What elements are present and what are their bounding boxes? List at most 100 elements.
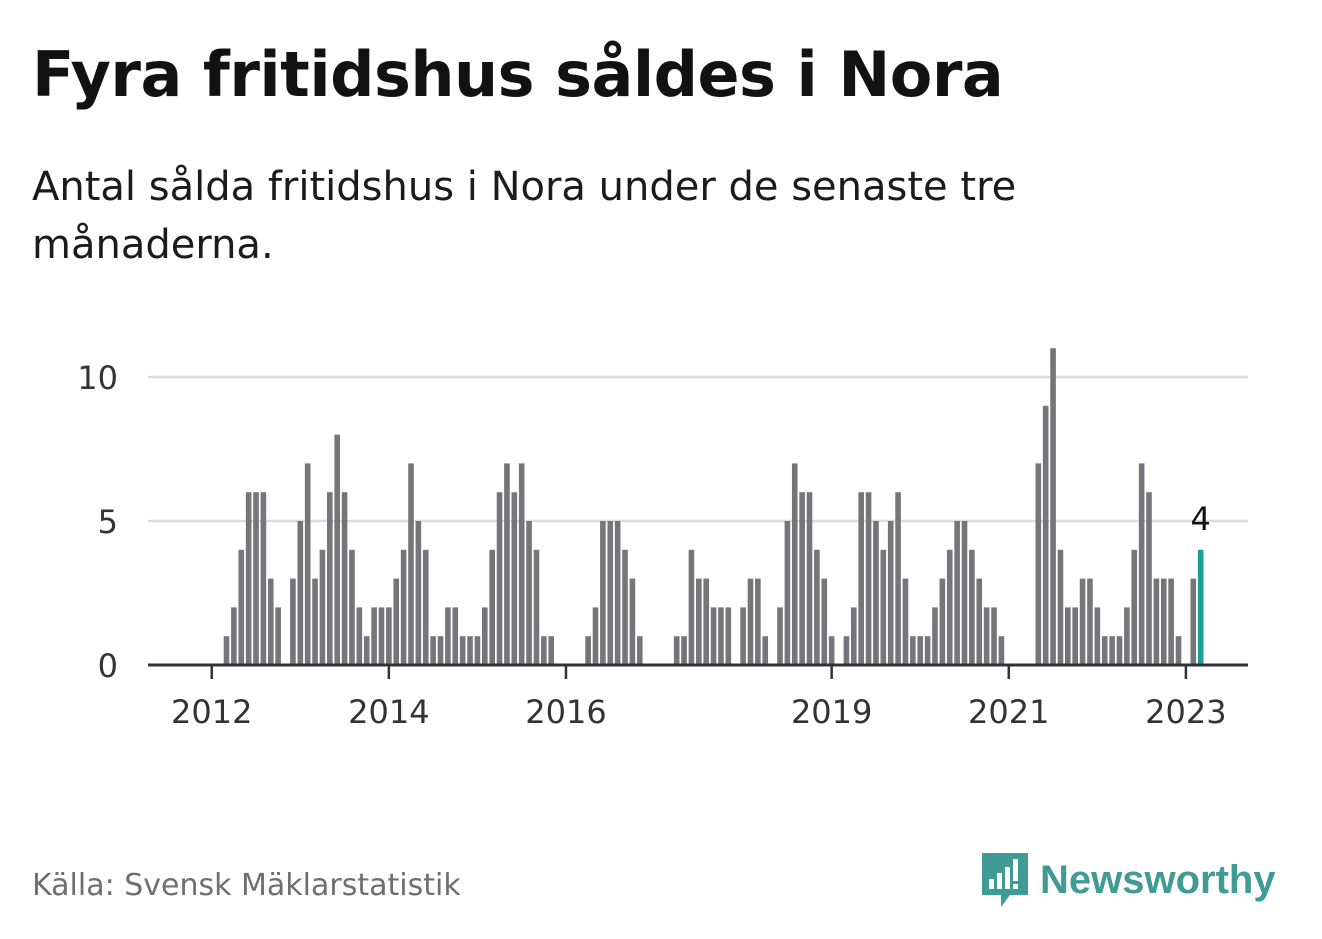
newsworthy-logo-icon [982, 853, 1028, 907]
bar [1094, 607, 1101, 665]
bar [961, 521, 968, 665]
bar [1131, 549, 1138, 665]
bar [755, 578, 761, 665]
bar [636, 636, 643, 665]
bar [718, 607, 724, 665]
bar [1050, 348, 1056, 665]
bar [976, 578, 983, 665]
bar [592, 607, 599, 665]
bar [696, 578, 702, 665]
bar [851, 607, 857, 665]
bar [363, 636, 370, 665]
bar [1190, 578, 1197, 665]
bar [422, 549, 429, 665]
bar [408, 463, 414, 665]
bar [541, 636, 547, 665]
bar [1065, 607, 1071, 665]
bar [304, 463, 311, 665]
bar [910, 636, 916, 665]
bar [393, 578, 400, 665]
chart-subtitle: Antal sålda fritidshus i Nora under de s… [32, 164, 1017, 268]
bar [327, 492, 333, 665]
bar [873, 521, 879, 665]
bar [821, 578, 828, 665]
bar [445, 607, 451, 665]
bar [349, 549, 355, 665]
bar [725, 607, 732, 665]
bar [880, 549, 887, 665]
bar [1168, 578, 1174, 665]
bar [386, 607, 392, 665]
bar [902, 578, 909, 665]
bar [297, 521, 304, 665]
x-tick-label: 2019 [791, 693, 872, 731]
bar [828, 636, 835, 665]
bar [983, 607, 990, 665]
bar [533, 549, 540, 665]
bar-highlight [1197, 549, 1204, 665]
x-tick-label: 2012 [171, 693, 252, 731]
bar [777, 607, 783, 665]
bar [1057, 549, 1064, 665]
bar [1160, 578, 1167, 665]
bar [791, 463, 798, 665]
y-tick-label: 0 [98, 647, 118, 685]
bar [1138, 463, 1145, 665]
bar [895, 492, 901, 665]
bar [378, 607, 385, 665]
bar [334, 434, 340, 665]
bar [887, 521, 894, 665]
x-tick-label: 2014 [348, 693, 429, 731]
y-tick-label: 5 [98, 503, 118, 541]
bar [482, 607, 488, 665]
bar [799, 492, 805, 665]
bar [548, 636, 555, 665]
bar [1035, 463, 1042, 665]
bar [607, 521, 614, 665]
bar [954, 521, 960, 665]
bar [496, 492, 503, 665]
bar [290, 578, 296, 665]
bar [991, 607, 997, 665]
bar [917, 636, 924, 665]
bar [939, 578, 946, 665]
bar [614, 521, 621, 665]
bar [1079, 578, 1086, 665]
bar [459, 636, 466, 665]
bar [710, 607, 717, 665]
bar [518, 463, 525, 665]
bar [371, 607, 377, 665]
bar [622, 549, 628, 665]
bar [467, 636, 473, 665]
brand-logo: Newsworthy [980, 848, 1276, 912]
bar [245, 492, 252, 665]
bar [526, 521, 532, 665]
bar [673, 636, 680, 665]
bar [474, 636, 481, 665]
bar [784, 521, 791, 665]
bar [740, 607, 746, 665]
bar [688, 549, 695, 665]
x-tick-label: 2021 [968, 693, 1049, 731]
brand-name: Newsworthy [1040, 857, 1276, 902]
bar [275, 607, 281, 665]
data-label: 4 [1190, 500, 1210, 538]
source-note: Källa: Svensk Mäklarstatistik [32, 868, 461, 903]
bar [400, 549, 407, 665]
x-tick-label: 2016 [525, 693, 606, 731]
bar [814, 549, 820, 665]
chart-title: Fyra fritidshus såldes i Nora [32, 38, 1004, 111]
bar [1042, 405, 1049, 665]
bar [223, 636, 230, 665]
bar [1146, 492, 1152, 665]
bar [1087, 578, 1093, 665]
bar [437, 636, 444, 665]
bar [231, 607, 237, 665]
bar [511, 492, 518, 665]
bar [969, 549, 975, 665]
bar [747, 578, 754, 665]
bar [1153, 578, 1160, 665]
bar [253, 492, 259, 665]
bar [806, 492, 813, 665]
